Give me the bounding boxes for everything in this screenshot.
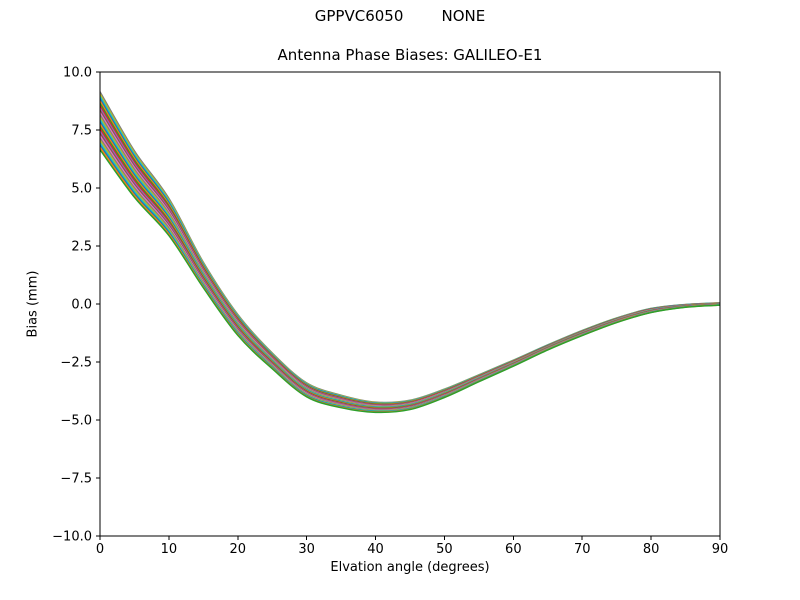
- x-tick-label: 30: [298, 542, 315, 557]
- bias-curve: [100, 137, 720, 412]
- bias-curve: [100, 144, 720, 413]
- y-tick-label: 7.5: [71, 124, 92, 139]
- x-tick-label: 40: [367, 542, 384, 557]
- x-tick-label: 90: [712, 542, 729, 557]
- x-tick-label: 10: [161, 542, 178, 557]
- y-tick-label: −5.0: [60, 414, 92, 429]
- x-tick-label: 50: [436, 542, 453, 557]
- axes-title: Antenna Phase Biases: GALILEO-E1: [277, 46, 543, 64]
- x-tick-label: 20: [230, 542, 247, 557]
- x-tick-label: 0: [96, 542, 104, 557]
- y-tick-label: −2.5: [60, 356, 92, 371]
- axes-spine: [99, 71, 721, 537]
- y-tick-label: −7.5: [60, 472, 92, 487]
- x-tick-label: 80: [643, 542, 660, 557]
- y-tick-label: 2.5: [71, 240, 92, 255]
- bias-curve: [100, 149, 720, 414]
- y-tick-label: 5.0: [71, 182, 92, 197]
- x-tick-label: 70: [574, 542, 591, 557]
- bias-curve: [100, 146, 720, 413]
- bias-curve: [100, 140, 720, 412]
- x-axis-label: Elvation angle (degrees): [330, 560, 490, 575]
- bias-curve: [100, 142, 720, 412]
- x-tick-label: 60: [505, 542, 522, 557]
- y-tick-label: −10.0: [52, 530, 92, 545]
- figure-suptitle: GPPVC6050 NONE: [314, 7, 486, 25]
- y-tick-label: 10.0: [63, 66, 92, 81]
- y-tick-label: 0.0: [71, 298, 92, 313]
